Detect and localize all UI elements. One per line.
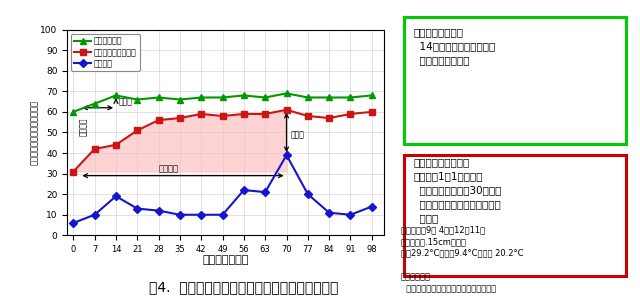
Legend: 窒素付加堆肥, 窒素付加＋牛糞堆肥, 牛糞堆肥: 窒素付加堆肥, 窒素付加＋牛糞堆肥, 牛糞堆肥 bbox=[71, 34, 140, 71]
窒素付加＋牛糞堆肥 bbox=[283, 108, 291, 112]
窒素付加堆肥 bbox=[325, 96, 333, 99]
窒素付加＋牛糞堆肥 bbox=[176, 116, 184, 120]
Text: 無機化: 無機化 bbox=[291, 130, 305, 139]
牛糞堆肥 bbox=[283, 153, 291, 157]
窒素付加＋牛糞堆肥 bbox=[240, 112, 248, 116]
窒素付加＋牛糞堆肥 bbox=[347, 112, 355, 116]
窒素付加堆肥 bbox=[304, 96, 312, 99]
窒素付加＋牛糞堆肥 bbox=[368, 110, 376, 114]
Text: 放出期間: 放出期間 bbox=[159, 165, 179, 173]
Text: ・高窒素濃度堆肥
  14日間程度で窒素の残ど
  が放出する即効性: ・高窒素濃度堆肥 14日間程度で窒素の残ど が放出する即効性 bbox=[413, 27, 495, 65]
Text: 無機化: 無機化 bbox=[119, 97, 133, 106]
牛糞堆肥 bbox=[155, 209, 163, 213]
窒素付加＋牛糞堆肥 bbox=[155, 118, 163, 122]
Line: 牛糞堆肥: 牛糞堆肥 bbox=[70, 152, 375, 226]
窒素付加＋牛糞堆肥 bbox=[197, 112, 205, 116]
牛糞堆肥 bbox=[304, 192, 312, 196]
窒素付加堆肥 bbox=[133, 98, 141, 101]
牛糞堆肥 bbox=[325, 211, 333, 215]
窒素付加堆肥 bbox=[155, 96, 163, 99]
窒素付加＋牛糞堆肥 bbox=[112, 143, 120, 147]
牛糞堆肥 bbox=[197, 213, 205, 217]
窒素付加＋牛糞堆肥 bbox=[91, 147, 99, 151]
牛糞堆肥 bbox=[261, 190, 269, 194]
X-axis label: 経過時間（日）: 経過時間（日） bbox=[202, 255, 249, 266]
窒素付加＋牛糞堆肥 bbox=[219, 114, 227, 118]
Line: 窒素付加堆肥: 窒素付加堆肥 bbox=[70, 90, 375, 115]
窒素付加堆肥 bbox=[91, 102, 99, 105]
牛糞堆肥 bbox=[368, 205, 376, 208]
窒素付加堆肥 bbox=[368, 94, 376, 97]
窒素付加＋牛糞堆肥 bbox=[304, 114, 312, 118]
窒素付加堆肥 bbox=[261, 96, 269, 99]
窒素付加＋牛糞堆肥 bbox=[70, 170, 77, 173]
窒素付加＋牛糞堆肥 bbox=[133, 129, 141, 132]
窒素付加堆肥 bbox=[176, 98, 184, 101]
FancyBboxPatch shape bbox=[404, 155, 627, 276]
窒素付加堆肥 bbox=[197, 96, 205, 99]
窒素付加堆肥 bbox=[70, 110, 77, 114]
牛糞堆肥 bbox=[91, 213, 99, 217]
牛糞堆肥 bbox=[347, 213, 355, 217]
Y-axis label: 土壌中での窒素放出率（％）: 土壌中での窒素放出率（％） bbox=[30, 100, 39, 165]
牛糞堆肥 bbox=[219, 213, 227, 217]
窒素付加堆肥 bbox=[283, 91, 291, 95]
FancyBboxPatch shape bbox=[404, 17, 627, 144]
Text: ・高窒素＋牛糞堆肥
（重量比1：1で混合）
  初期の窒素放出率30％で、
  その後も長く窒素放出が続く
  持続型: ・高窒素＋牛糞堆肥 （重量比1：1で混合） 初期の窒素放出率30％で、 その後も… bbox=[413, 157, 502, 223]
牛糞堆肥 bbox=[70, 221, 77, 225]
牛糞堆肥 bbox=[240, 188, 248, 192]
窒素付加堆肥 bbox=[347, 96, 355, 99]
窒素付加堆肥 bbox=[240, 94, 248, 97]
窒素付加＋牛糞堆肥 bbox=[261, 112, 269, 116]
牛糞堆肥 bbox=[112, 194, 120, 198]
牛糞堆肥 bbox=[176, 213, 184, 217]
窒素付加堆肥 bbox=[112, 94, 120, 97]
Text: 围4.  土壌中における堆肥からの穏算窒素放出率: 围4. 土壌中における堆肥からの穏算窒素放出率 bbox=[148, 281, 338, 295]
Text: 埋設期間：9月 4日～12月11日
土壌温度（.15cm深さ）
最高29.2°C、最伎9.4°C、平均 20.2°C

・窒素放出率
  初期無機態窒素割合（％: 埋設期間：9月 4日～12月11日 土壌温度（.15cm深さ） 最高29.2°C… bbox=[401, 225, 524, 296]
Text: 放出期間: 放出期間 bbox=[79, 117, 88, 136]
牛糞堆肥 bbox=[133, 207, 141, 210]
窒素付加＋牛糞堆肥 bbox=[325, 116, 333, 120]
窒素付加堆肥 bbox=[219, 96, 227, 99]
Line: 窒素付加＋牛糞堆肥: 窒素付加＋牛糞堆肥 bbox=[70, 107, 375, 175]
